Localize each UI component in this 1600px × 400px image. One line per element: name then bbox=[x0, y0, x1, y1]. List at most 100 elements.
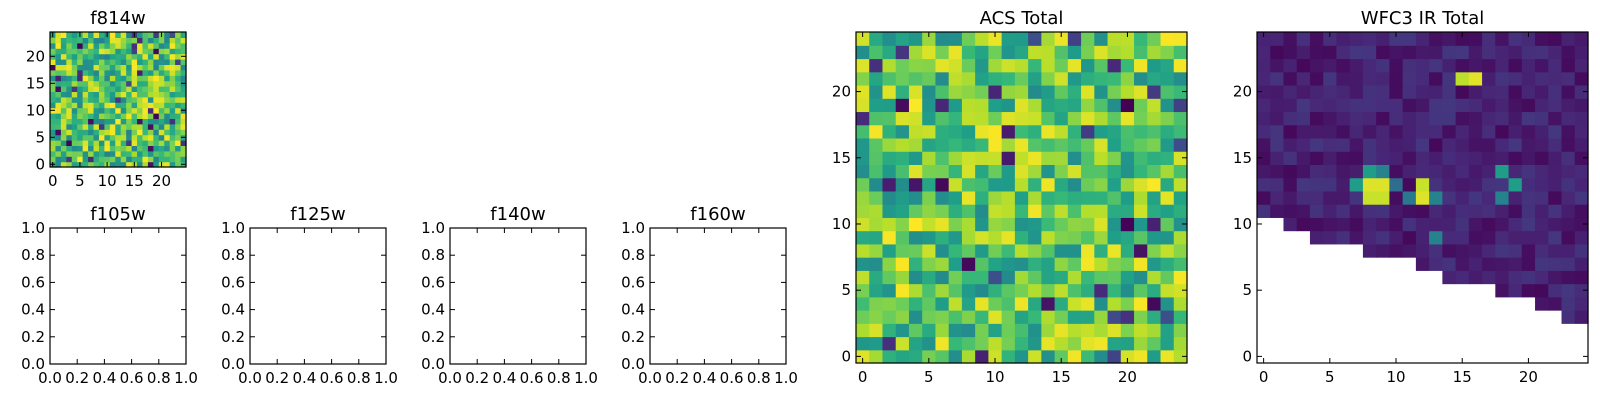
heatmap-cell bbox=[1054, 177, 1069, 192]
heatmap-cell bbox=[856, 243, 870, 258]
heatmap-cell bbox=[948, 230, 963, 245]
heatmap-cell bbox=[137, 80, 144, 87]
heatmap-cell bbox=[869, 84, 884, 99]
heatmap-cell bbox=[1323, 177, 1338, 192]
heatmap-cell bbox=[104, 64, 111, 71]
heatmap-cell bbox=[88, 102, 95, 109]
heatmap-cell bbox=[1415, 190, 1430, 205]
heatmap-cell bbox=[1402, 137, 1417, 152]
heatmap-cell bbox=[869, 296, 884, 311]
heatmap-cell bbox=[882, 177, 897, 192]
heatmap-cell bbox=[180, 129, 187, 136]
heatmap-cell bbox=[869, 349, 884, 364]
heatmap-cell bbox=[1309, 204, 1324, 218]
heatmap-cell bbox=[164, 64, 171, 71]
heatmap-cell bbox=[1014, 111, 1029, 126]
heatmap-cell bbox=[1067, 45, 1082, 60]
heatmap-cell bbox=[1014, 296, 1029, 311]
heatmap-cell bbox=[131, 37, 138, 44]
heatmap-cell bbox=[137, 75, 144, 82]
heatmap-cell bbox=[169, 75, 176, 82]
heatmap-cell bbox=[1147, 243, 1162, 258]
heatmap-cell bbox=[1134, 323, 1148, 338]
heatmap-cell bbox=[1067, 124, 1082, 139]
heatmap-cell bbox=[131, 53, 138, 60]
y-tick-label: 0.8 bbox=[21, 246, 45, 264]
heatmap-cell bbox=[1574, 177, 1589, 192]
heatmap-cell bbox=[1107, 310, 1122, 324]
heatmap-cell bbox=[137, 140, 144, 146]
heatmap-cell bbox=[908, 58, 923, 73]
heatmap-cell bbox=[1323, 124, 1338, 139]
heatmap-cell bbox=[77, 75, 84, 82]
heatmap-cell bbox=[71, 91, 78, 98]
heatmap-cell bbox=[1455, 71, 1470, 86]
heatmap-cell bbox=[109, 53, 116, 60]
heatmap-cell bbox=[988, 45, 1003, 60]
heatmap-cell bbox=[180, 113, 187, 119]
heatmap-cell bbox=[164, 42, 171, 49]
heatmap-cell bbox=[1160, 58, 1175, 73]
heatmap-cell bbox=[71, 64, 78, 71]
heatmap-cell bbox=[1429, 98, 1443, 113]
heatmap-cell bbox=[104, 123, 111, 130]
heatmap-cell bbox=[142, 113, 149, 119]
heatmap-cell bbox=[98, 129, 105, 136]
heatmap-cell bbox=[82, 86, 89, 92]
heatmap-cell bbox=[908, 230, 923, 245]
subplot-title: f814w bbox=[90, 8, 145, 29]
heatmap-cell bbox=[1173, 45, 1188, 60]
heatmap-cell bbox=[856, 257, 870, 271]
heatmap-cell bbox=[1283, 164, 1298, 179]
x-tick-label: 0.8 bbox=[747, 369, 771, 387]
heatmap-cell bbox=[1574, 45, 1589, 60]
heatmap-cell bbox=[66, 156, 73, 163]
heatmap-cell bbox=[126, 53, 133, 60]
heatmap-cell bbox=[1147, 45, 1162, 60]
heatmap-cell bbox=[115, 91, 122, 98]
heatmap-cell bbox=[164, 32, 171, 38]
heatmap-cell bbox=[1482, 230, 1496, 245]
heatmap-cell bbox=[126, 96, 133, 103]
heatmap-cell bbox=[1041, 204, 1056, 218]
heatmap-cell bbox=[1041, 177, 1056, 192]
heatmap-cell bbox=[1134, 283, 1148, 298]
y-tick-label: 0.6 bbox=[221, 273, 245, 291]
heatmap-cell bbox=[935, 151, 950, 165]
heatmap-cell bbox=[1120, 283, 1135, 298]
heatmap-cell bbox=[1482, 177, 1496, 192]
heatmap-cell bbox=[115, 140, 122, 146]
heatmap-cell bbox=[869, 45, 884, 60]
heatmap-cell bbox=[1508, 71, 1523, 86]
heatmap-cell bbox=[180, 69, 187, 76]
heatmap-cell bbox=[1574, 230, 1589, 245]
heatmap-cell bbox=[961, 151, 976, 165]
heatmap-cell bbox=[961, 32, 976, 46]
heatmap-cell bbox=[115, 118, 122, 125]
heatmap-cell bbox=[120, 80, 127, 87]
heatmap-cell bbox=[158, 53, 165, 60]
heatmap-cell bbox=[1309, 177, 1324, 192]
heatmap-cell bbox=[1362, 151, 1377, 165]
heatmap-cell bbox=[1134, 204, 1148, 218]
heatmap-cell bbox=[60, 102, 67, 109]
heatmap-cell bbox=[1120, 243, 1135, 258]
heatmap-cell bbox=[1014, 32, 1029, 46]
heatmap-cell bbox=[975, 310, 989, 324]
heatmap-cell bbox=[1508, 151, 1523, 165]
heatmap-cell bbox=[1574, 137, 1589, 152]
heatmap-cell bbox=[153, 86, 160, 92]
heatmap-cell bbox=[66, 86, 73, 92]
heatmap-cell bbox=[1296, 71, 1311, 86]
heatmap-cell bbox=[1094, 310, 1109, 324]
heatmap-cell bbox=[1521, 283, 1536, 298]
heatmap-cell bbox=[1349, 71, 1364, 86]
heatmap-cell bbox=[1107, 257, 1122, 271]
heatmap-cell bbox=[1257, 124, 1271, 139]
heatmap-cell bbox=[142, 86, 149, 92]
heatmap-cell bbox=[60, 91, 67, 98]
heatmap-cell bbox=[1107, 58, 1122, 73]
heatmap-cell bbox=[1257, 137, 1271, 152]
heatmap-cell bbox=[131, 134, 138, 141]
heatmap-cell bbox=[115, 42, 122, 49]
